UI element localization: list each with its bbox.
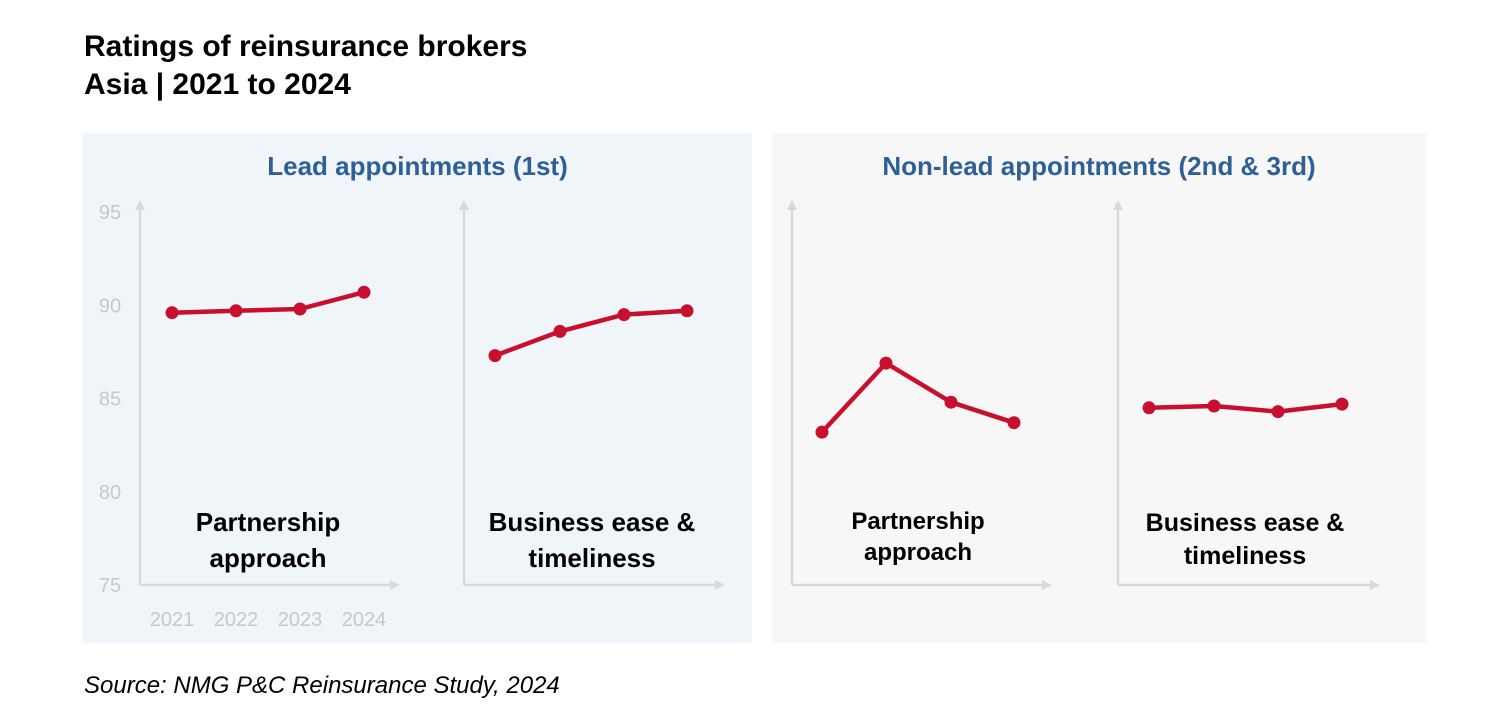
data-point-3-2024 — [1007, 416, 1021, 430]
chart-label-4-line-1: Business ease & — [1146, 509, 1345, 537]
data-point-3-2022 — [879, 356, 893, 370]
chart-label-3-line-1: Partnership — [851, 508, 984, 535]
data-point-1-2024 — [357, 285, 371, 299]
source-note: Source: NMG P&C Reinsurance Study, 2024 — [84, 672, 560, 699]
chart-label-1-line-1: Partnership — [196, 507, 341, 537]
data-point-4-2021 — [1142, 401, 1156, 415]
data-point-2-2022 — [553, 324, 567, 338]
series-line-4 — [1146, 401, 1345, 414]
chart-title: Ratings of reinsurance brokers Asia | 20… — [84, 28, 527, 104]
data-point-3-2023 — [944, 395, 958, 409]
data-point-4-2023 — [1271, 405, 1285, 419]
data-point-1-2022 — [229, 304, 243, 318]
panel-title-non-lead: Non-lead appointments (2nd & 3rd) — [882, 151, 1316, 181]
data-point-2-2021 — [488, 349, 502, 363]
y-tick-label-90: 90 — [99, 295, 121, 317]
data-point-2-2023 — [617, 308, 631, 322]
series-line-2 — [492, 308, 690, 358]
data-point-1-2021 — [165, 306, 179, 320]
y-tick-label-80: 80 — [99, 482, 121, 504]
panel-title-lead: Lead appointments (1st) — [267, 151, 568, 181]
chart-label-3-line-2: approach — [864, 539, 972, 566]
title-line-1: Ratings of reinsurance brokers — [84, 30, 528, 63]
data-point-1-2023 — [293, 302, 307, 316]
title-line-2: Asia | 2021 to 2024 — [84, 68, 351, 101]
x-tick-label-2022: 2022 — [214, 609, 259, 631]
data-point-4-2022 — [1207, 399, 1221, 413]
panel-non-lead-appointments: Non-lead appointments (2nd & 3rd) — [772, 133, 1426, 643]
panel-lead-appointments: Lead appointments (1st) — [83, 133, 752, 643]
chart-label-2-line-2: timeliness — [528, 543, 655, 573]
x-tick-label-2021: 2021 — [150, 609, 195, 631]
y-tick-label-95: 95 — [99, 202, 121, 224]
data-point-4-2024 — [1335, 397, 1349, 411]
chart-label-2-line-1: Business ease & — [489, 507, 696, 537]
series-line-3 — [819, 360, 1017, 435]
data-point-3-2021 — [815, 425, 829, 439]
y-tick-label-75: 75 — [99, 575, 121, 597]
series-line-1 — [169, 289, 367, 315]
chart-label-1-line-2: approach — [209, 543, 326, 573]
data-point-2-2024 — [680, 304, 694, 318]
y-tick-label-85: 85 — [99, 389, 121, 411]
chart-label-4-line-2: timeliness — [1184, 542, 1306, 570]
x-tick-label-2024: 2024 — [342, 609, 387, 631]
x-tick-label-2023: 2023 — [278, 609, 323, 631]
